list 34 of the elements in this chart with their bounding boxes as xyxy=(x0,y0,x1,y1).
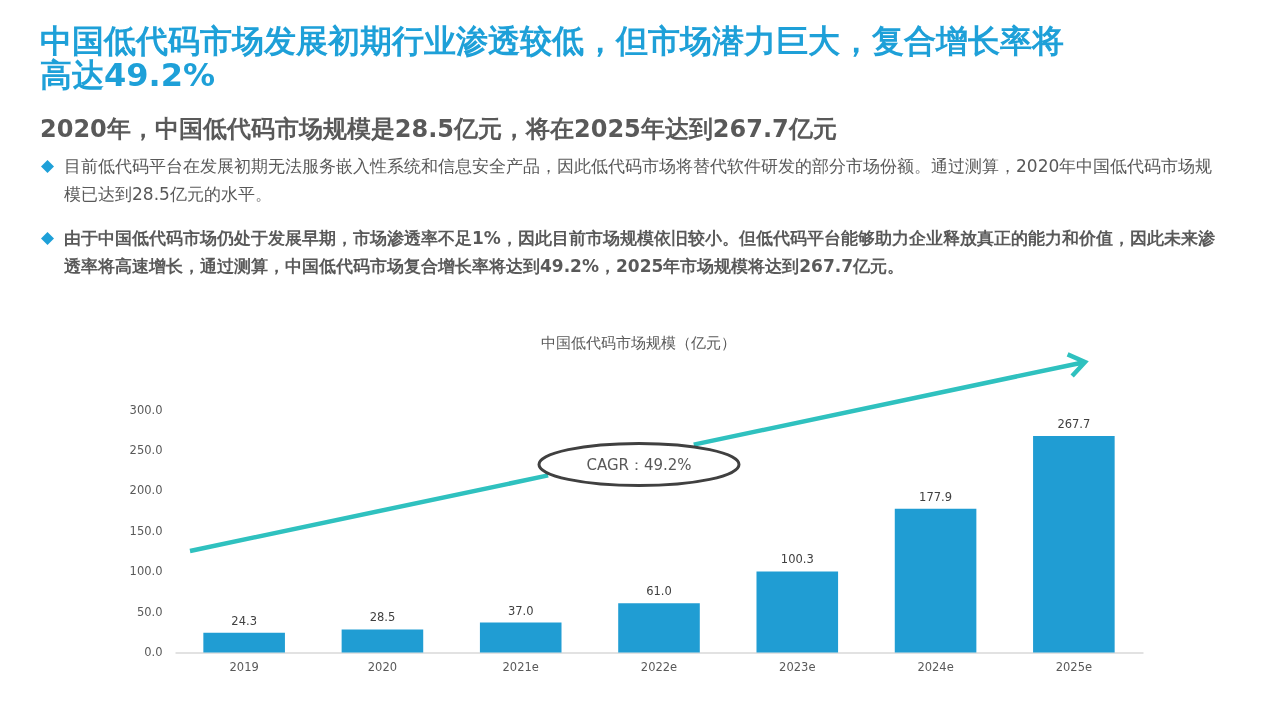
x-tick-label: 2023e xyxy=(779,660,816,674)
annotation: CAGR：49.2% xyxy=(586,456,692,474)
y-tick-label: 50.0 xyxy=(136,604,163,619)
y-tick-label: 0.0 xyxy=(144,645,163,659)
text: 由于中国低代码市场仍处于发展早期，市场渗透率不足1%，因此目前市场规模依旧较小。但低代码平台能够助力企业释放真正的能力和价值，因此未来渗透率将高速增长，通过测算，中国低代码市场复合增长率将达到49.2%，2025年市场规模将达到267.7亿元。 xyxy=(64,227,1216,278)
data-label: 28.5 xyxy=(369,610,396,625)
y-tick-label: 150.0 xyxy=(129,523,163,538)
bar xyxy=(203,632,285,653)
bar xyxy=(341,629,424,653)
y-tick-label: 200.0 xyxy=(129,483,163,498)
y-tick-label: 250.0 xyxy=(129,442,163,457)
text: 中国低代码市场规模（亿元） xyxy=(540,333,737,354)
y-tick-label: 100.0 xyxy=(129,564,163,579)
y-tick-label: 300.0 xyxy=(129,402,163,417)
bar xyxy=(618,603,700,653)
x-tick-label: 2020 xyxy=(367,660,398,674)
bar xyxy=(756,571,839,653)
text: 目前低代码平台在发展初期无法服务嵌入性系统和信息安全产品，因此低代码市场将替代软件研发的部分市场份额。通过测算，2020年中国低代码市场规模已达到28.5亿元的水平。 xyxy=(64,155,1214,206)
chart-subtitle: 2020年，中国低代码市场规模是28.5亿元，将在2025年达到267.7亿元 xyxy=(40,114,837,145)
bar xyxy=(479,622,562,653)
x-tick-label: 2022e xyxy=(640,660,678,674)
data-label: 267.7 xyxy=(1057,417,1091,432)
bar xyxy=(1033,436,1115,653)
chart-title: 中国低代码市场发展初期行业渗透较低，但市场潜力巨大，复合增长率将高达49.2% xyxy=(40,22,1065,94)
data-label: 24.3 xyxy=(231,613,257,628)
data-label: 61.0 xyxy=(646,584,672,599)
data-label: 177.9 xyxy=(919,489,953,504)
bar xyxy=(894,508,977,653)
x-tick-label: 2021e xyxy=(502,660,539,674)
data-label: 37.0 xyxy=(507,603,534,618)
x-tick-label: 2025e xyxy=(1055,660,1093,674)
x-tick-label: 2019 xyxy=(229,660,259,674)
x-tick-label: 2024e xyxy=(917,660,954,674)
data-label: 100.3 xyxy=(780,552,814,567)
